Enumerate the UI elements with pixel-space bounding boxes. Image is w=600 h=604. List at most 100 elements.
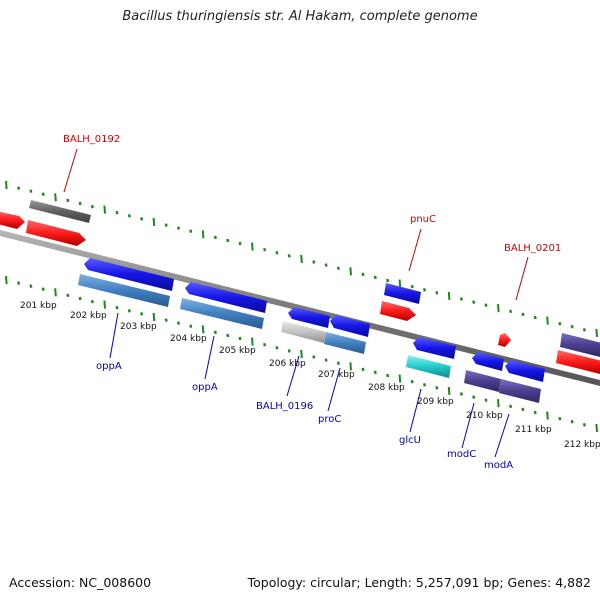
scale-label-206: 206 kbp (269, 359, 306, 369)
outer-scale-minor-tick (90, 204, 94, 209)
leader-modA (494, 413, 510, 458)
outer-scale-major-tick (300, 254, 303, 263)
scale-label-205: 205 kbp (219, 346, 256, 356)
label-oppA-1: oppA (96, 361, 122, 372)
outer-scale-minor-tick (509, 309, 513, 314)
inner-scale-major-tick (5, 275, 8, 285)
inner-scale-major-tick (152, 312, 156, 322)
inner-scale-minor-tick (263, 342, 267, 347)
inner-scale-minor-tick (90, 299, 94, 304)
scale-label-203: 203 kbp (120, 322, 157, 332)
outer-scale-minor-tick (29, 189, 33, 193)
gene-modA[interactable] (499, 379, 541, 403)
genome-summary-text: Topology: circular; Length: 5,257,091 bp… (247, 575, 591, 590)
inner-scale-minor-tick (472, 395, 476, 399)
label-oppA-2: oppA (192, 382, 218, 393)
inner-scale-major-tick (398, 374, 402, 383)
inner-scale-minor-tick (582, 423, 586, 427)
inner-scale-minor-tick (213, 330, 217, 335)
gene-red-left-1[interactable] (0, 211, 25, 229)
inner-scale-minor-tick (361, 367, 365, 372)
gene-BALH_0201[interactable] (498, 333, 511, 347)
scale-label-211: 211 kbp (515, 425, 552, 435)
outer-scale-minor-tick (66, 198, 70, 203)
inner-scale-major-tick (497, 399, 500, 408)
inner-scale-minor-tick (521, 407, 525, 412)
outer-scale-minor-tick (521, 312, 525, 317)
inner-scale-minor-tick (435, 386, 439, 390)
gene-blue-206[interactable] (288, 307, 330, 328)
inner-scale-major-tick (447, 386, 451, 395)
outer-scale-major-tick (54, 193, 57, 202)
gene-pnuC-lower[interactable] (380, 301, 416, 321)
leader-pnuC (408, 228, 422, 272)
inner-scale-minor-tick (189, 324, 193, 328)
gene-BALH_0192-box[interactable] (29, 200, 91, 223)
gene-oppA-1-blue[interactable] (84, 258, 174, 291)
inner-scale-major-tick (251, 337, 254, 346)
outer-scale-minor-tick (410, 284, 414, 289)
inner-scale-minor-tick (226, 333, 230, 338)
outer-scale-major-tick (546, 316, 549, 325)
gene-oppA-2-blue[interactable] (185, 282, 267, 313)
outer-scale-major-tick (152, 217, 156, 227)
inner-scale-minor-tick (386, 373, 390, 378)
gene-red-left-2[interactable] (26, 220, 86, 246)
outer-scale-minor-tick (127, 214, 131, 218)
outer-scale-major-tick (349, 267, 352, 276)
gene-glcU[interactable] (406, 355, 451, 378)
outer-scale-major-tick (447, 291, 451, 300)
inner-scale-minor-tick (177, 321, 180, 325)
outer-scale-minor-tick (459, 297, 463, 301)
inner-scale-minor-tick (570, 419, 574, 424)
leader-BALH_0196 (286, 355, 300, 397)
gene-BALH_0196-pseudo[interactable] (281, 321, 326, 343)
outer-scale-minor-tick (177, 226, 180, 230)
scale-label-212: 212 kbp (564, 440, 600, 450)
gene-oppA-1-lblue[interactable] (78, 274, 170, 307)
outer-scale-minor-tick (115, 210, 119, 215)
label-BALH_0192: BALH_0192 (63, 134, 120, 145)
outer-scale-minor-tick (484, 303, 488, 307)
outer-scale-minor-tick (533, 315, 537, 320)
scale-label-209: 209 kbp (417, 397, 454, 407)
gene-oppA-2-lblue[interactable] (180, 298, 264, 329)
inner-scale-minor-tick (238, 336, 242, 341)
inner-scale-minor-tick (459, 392, 463, 396)
leader-proC (327, 367, 341, 412)
inner-scale-minor-tick (312, 355, 316, 359)
leader-BALH_0201 (515, 256, 529, 301)
leader-BALH_0192 (63, 148, 78, 193)
label-BALH_0201: BALH_0201 (504, 243, 561, 254)
outer-scale-minor-tick (213, 235, 217, 240)
leader-oppA-1 (109, 312, 119, 359)
gene-blue-207[interactable] (330, 315, 370, 337)
scale-label-204: 204 kbp (170, 334, 207, 344)
outer-scale-minor-tick (324, 263, 328, 267)
inner-scale-major-tick (103, 300, 106, 309)
outer-scale-minor-tick (287, 254, 291, 258)
label-BALH_0196: BALH_0196 (256, 401, 313, 412)
gene-modC[interactable] (464, 370, 501, 392)
gene-blue-210[interactable] (472, 352, 504, 371)
gene-blue-211[interactable] (505, 360, 545, 382)
gene-proC-lblue[interactable] (324, 332, 366, 354)
accession-text: Accession: NC_008600 (9, 575, 152, 590)
outer-scale-minor-tick (386, 278, 390, 283)
outer-scale-minor-tick (435, 291, 439, 295)
gene-red-right[interactable] (556, 350, 600, 374)
gene-blue-209[interactable] (413, 337, 456, 359)
outer-scale-minor-tick (164, 223, 168, 227)
inner-scale-minor-tick (127, 309, 131, 313)
outer-scale-major-tick (5, 180, 8, 190)
outer-scale-minor-tick (582, 328, 586, 332)
leader-modC (461, 402, 475, 449)
outer-scale-minor-tick (361, 272, 365, 277)
inner-scale-minor-tick (410, 379, 414, 384)
gene-pnuC-upper[interactable] (384, 283, 421, 304)
inner-scale-minor-tick (275, 346, 279, 350)
outer-scale-minor-tick (570, 324, 574, 329)
label-modC: modC (447, 449, 476, 460)
gene-purple-right[interactable] (560, 333, 600, 357)
outer-scale-minor-tick (373, 275, 377, 280)
